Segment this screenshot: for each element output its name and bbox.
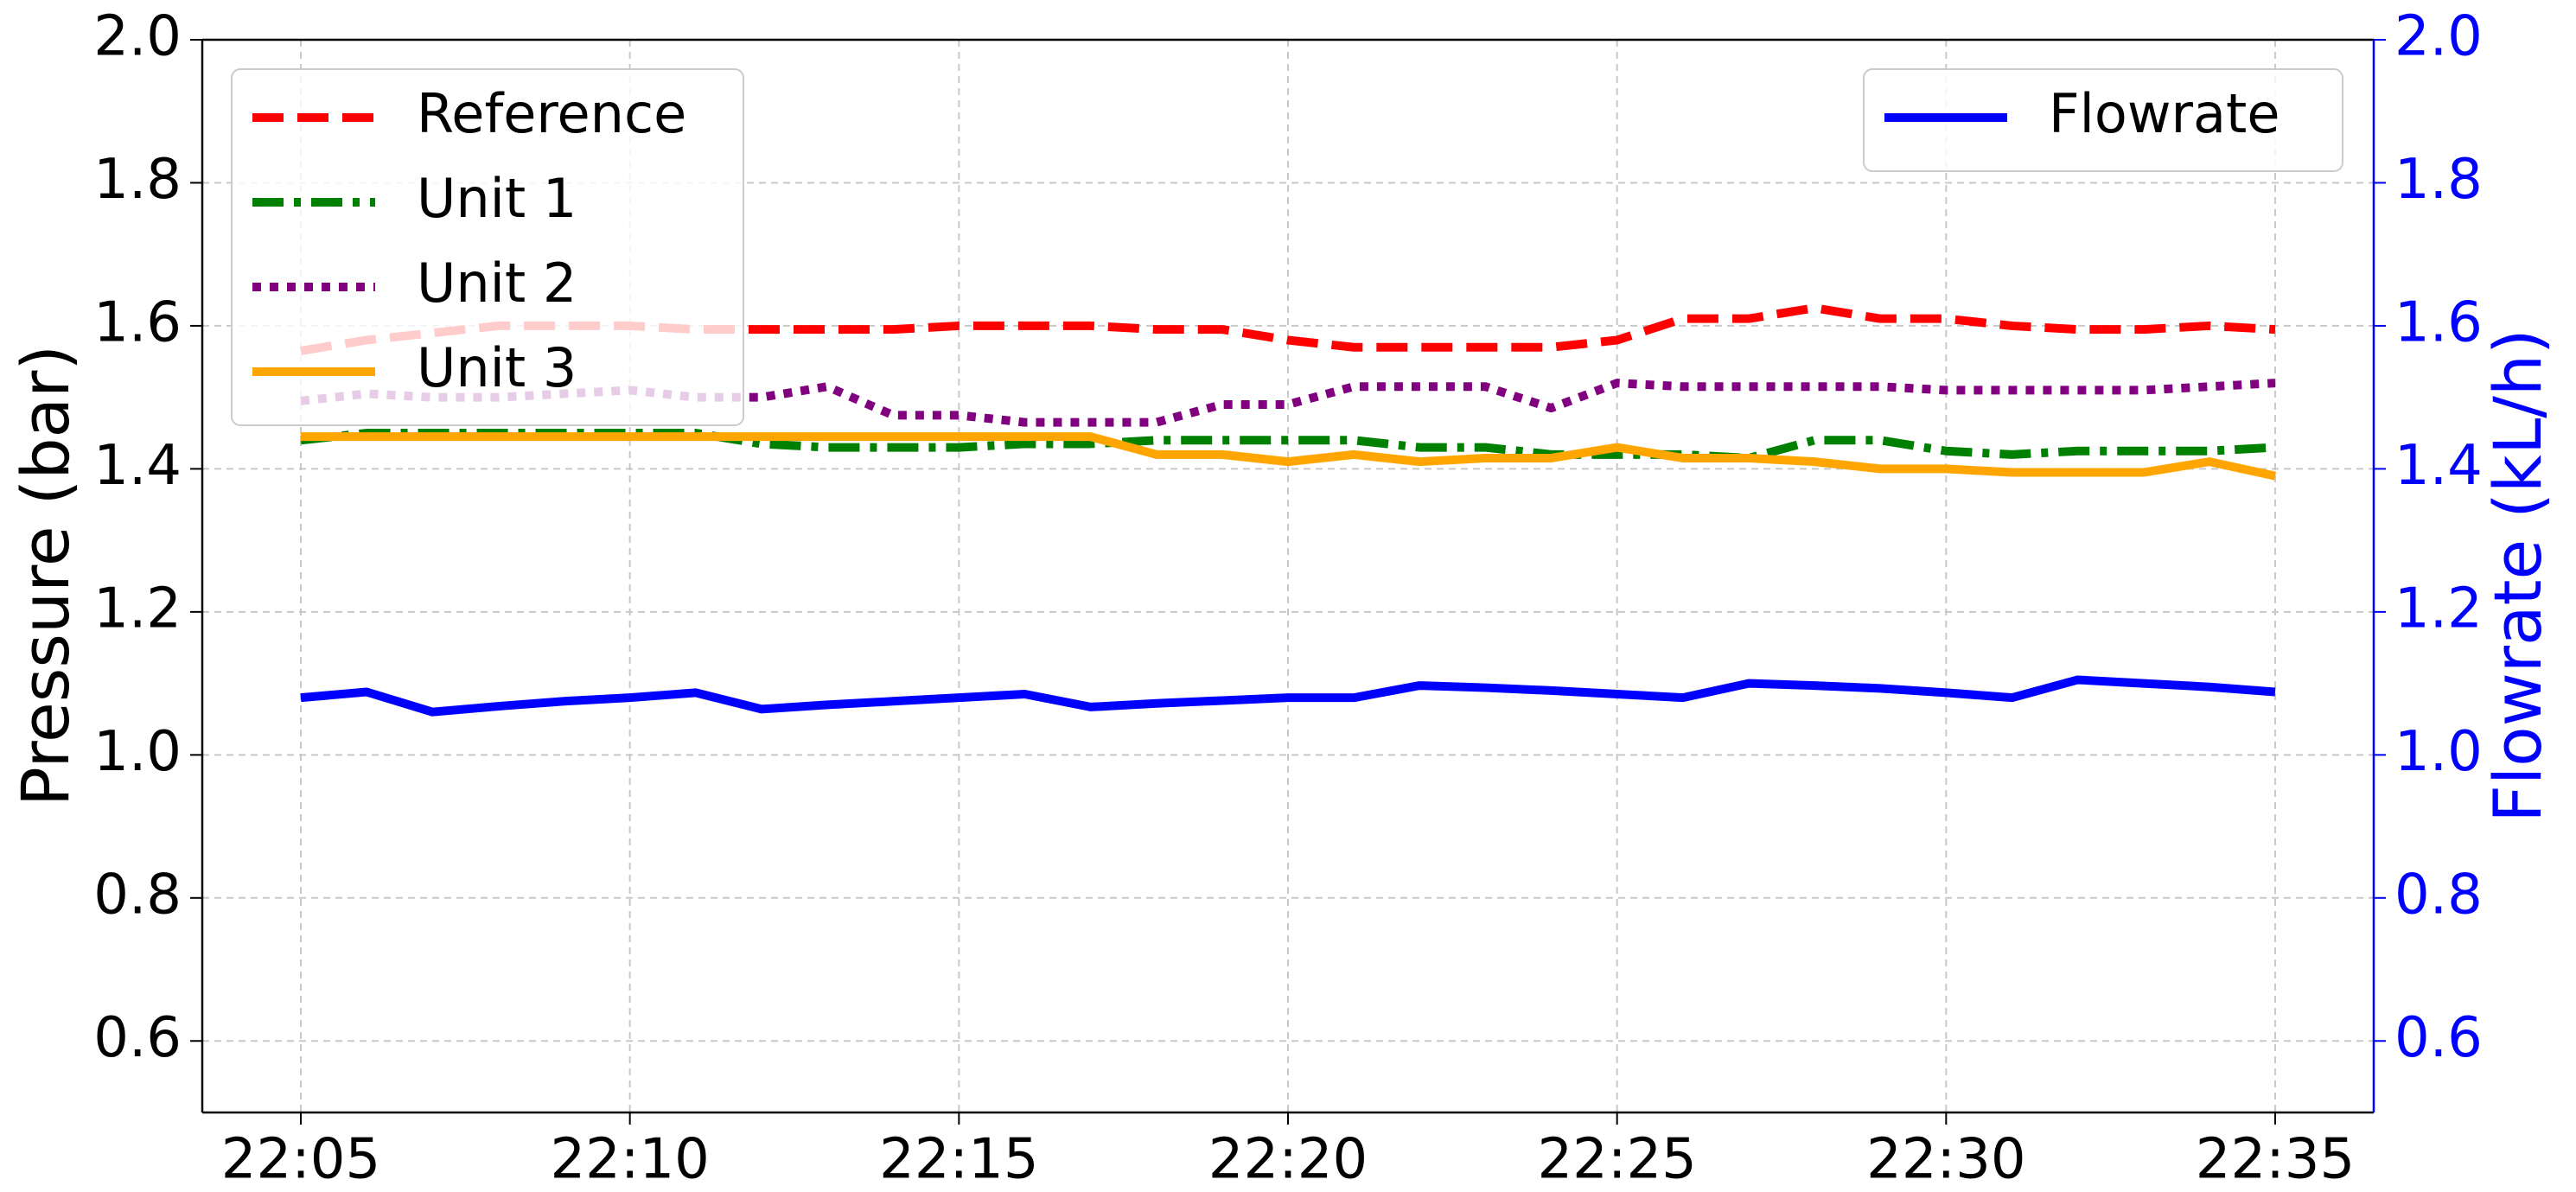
x-tick-label: 22:30 xyxy=(1866,1128,2025,1192)
x-tick-label: 22:10 xyxy=(550,1128,709,1192)
legend-label: Unit 3 xyxy=(417,336,577,399)
line-series xyxy=(300,429,2276,462)
y-tick-label: 2.0 xyxy=(93,5,182,69)
y-tick-label: 1.8 xyxy=(93,148,182,212)
y-tick-label: 1.0 xyxy=(93,720,182,784)
legend-label: Unit 2 xyxy=(417,252,577,315)
y2-axis-label: Flowrate (kL/h) xyxy=(2479,328,2556,822)
x-tick-label: 22:20 xyxy=(1208,1128,1368,1192)
x-tick-label: 22:15 xyxy=(879,1128,1038,1192)
y-tick-label: 1.6 xyxy=(93,291,182,355)
legend-box xyxy=(231,68,744,426)
x-tick-label: 22:35 xyxy=(2196,1128,2355,1192)
legend-box xyxy=(1863,68,2343,172)
legend-label: Unit 1 xyxy=(417,167,577,230)
y-axis-label: Pressure (bar) xyxy=(7,345,84,806)
x-tick-label: 22:05 xyxy=(221,1128,380,1192)
y-tick-label: 1.2 xyxy=(93,577,182,641)
x-tick-label: 22:25 xyxy=(1537,1128,1696,1192)
line-series xyxy=(300,675,2276,717)
y2-tick-label: 1.4 xyxy=(2394,434,2483,498)
line-series xyxy=(301,432,2277,481)
y2-tick-label: 0.6 xyxy=(2394,1006,2483,1070)
y2-tick-label: 1.8 xyxy=(2394,148,2483,212)
legend-label: Reference xyxy=(417,82,686,145)
legend-label: Flowrate xyxy=(2049,82,2280,145)
y2-tick-label: 0.8 xyxy=(2394,863,2483,927)
y2-tick-label: 1.2 xyxy=(2394,577,2483,641)
y-tick-label: 1.4 xyxy=(93,434,182,498)
y-tick-label: 0.6 xyxy=(93,1006,182,1070)
y2-tick-label: 2.0 xyxy=(2394,5,2483,69)
y2-tick-label: 1.0 xyxy=(2394,720,2483,784)
y2-tick-label: 1.6 xyxy=(2394,291,2483,355)
y-tick-label: 0.8 xyxy=(93,863,182,927)
